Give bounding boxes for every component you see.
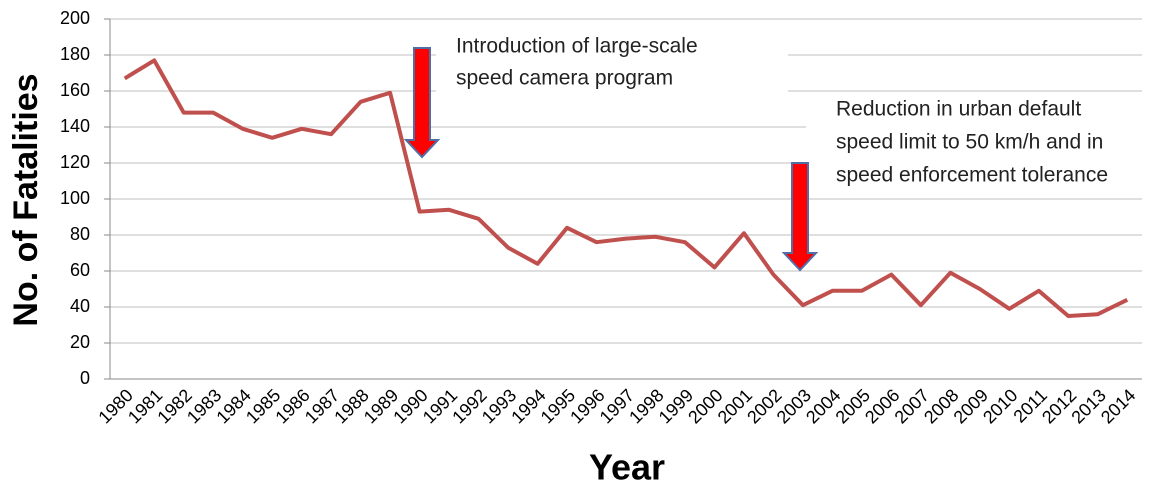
y-tick-label: 100 [60,188,90,208]
arrow [781,162,819,272]
y-tick-label: 20 [70,332,90,352]
annotation: speed limit to 50 km/h and in [836,131,1103,154]
y-tick-label: 40 [70,296,90,316]
y-tick-label: 120 [60,152,90,172]
annotation-background [436,21,788,93]
arrow [403,47,441,159]
y-tick-label: 140 [60,116,90,136]
y-tick-label: 60 [70,260,90,280]
y-tick-label: 80 [70,224,90,244]
x-tick-label: 2014 [1097,385,1139,427]
y-tick-label: 160 [60,80,90,100]
x-axis-label: Year [589,447,665,488]
annotation: speed enforcement tolerance [836,164,1108,187]
y-tick-label: 180 [60,44,90,64]
annotation: Introduction of large-scale [456,35,698,58]
annotation: Reduction in urban default [836,98,1081,121]
y-tick-label: 200 [60,8,90,28]
y-axis-label: No. of Fatalities [7,73,45,326]
annotation-background [806,94,1162,194]
y-tick-label: 0 [80,368,90,388]
line [123,58,1129,318]
annotation: speed camera program [456,67,673,90]
